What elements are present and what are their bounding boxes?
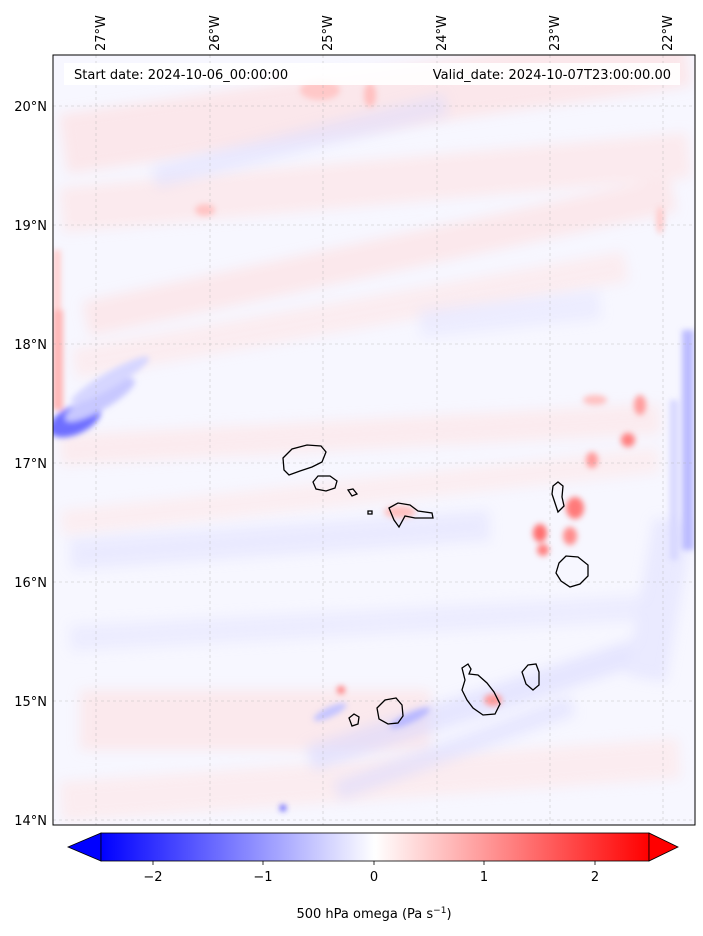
lat-axis: 20°N 19°N 18°N 17°N 16°N 15°N 14°N <box>14 100 47 829</box>
gridlines <box>53 55 695 825</box>
island-maio <box>521 663 540 691</box>
colorbar-tick-label: 2 <box>591 870 599 885</box>
colorbar-tick-label: −1 <box>253 870 272 885</box>
lat-tick: 15°N <box>14 695 47 710</box>
island-raso <box>367 510 373 515</box>
start-date-label: Start date: 2024-10-06_00:00:00 <box>74 68 288 83</box>
colorbar-tick-label: −2 <box>143 870 162 885</box>
lat-tick: 19°N <box>14 219 47 234</box>
colorbar-tick-label: 0 <box>370 870 378 885</box>
lon-tick: 24°W <box>435 15 450 51</box>
island-fogo <box>376 697 404 725</box>
map-panel: Start date: 2024-10-06_00:00:00 Valid_da… <box>52 54 696 826</box>
island-sal <box>551 481 565 514</box>
omega-field <box>53 55 694 822</box>
lat-tick: 17°N <box>14 457 47 472</box>
lat-tick: 16°N <box>14 576 47 591</box>
lon-tick: 22°W <box>661 15 676 51</box>
map-frame <box>52 54 696 826</box>
colorbar: −2 −1 0 1 2 500 hPa omega (Pa s−1) <box>66 832 679 922</box>
island-santo-antao <box>282 444 327 476</box>
header-background <box>64 63 680 85</box>
island-santa-luzia <box>346 488 359 497</box>
lon-axis: 27°W 26°W 25°W 24°W 23°W 22°W <box>94 15 676 51</box>
colorbar-extend-high <box>648 832 679 862</box>
island-sao-nicolau <box>388 502 434 529</box>
lon-tick: 27°W <box>94 15 109 51</box>
lat-tick: 20°N <box>14 100 47 115</box>
island-brava <box>348 713 360 727</box>
lon-tick: 26°W <box>208 15 223 51</box>
lon-tick: 23°W <box>548 15 563 51</box>
lon-tick: 25°W <box>321 15 336 51</box>
island-sao-vicente <box>312 475 338 492</box>
colorbar-label: 500 hPa omega (Pa s−1) <box>296 906 451 922</box>
coastlines <box>282 444 589 727</box>
colorbar-extend-low <box>66 832 102 862</box>
valid-date-label: Valid_date: 2024-10-07T23:00:00.00 <box>433 68 671 83</box>
lat-tick: 18°N <box>14 338 47 353</box>
island-santiago <box>461 663 501 716</box>
colorbar-tick-label: 1 <box>480 870 488 885</box>
colorbar-body <box>100 832 650 862</box>
lat-tick: 14°N <box>14 814 47 829</box>
island-boa-vista <box>555 555 589 588</box>
